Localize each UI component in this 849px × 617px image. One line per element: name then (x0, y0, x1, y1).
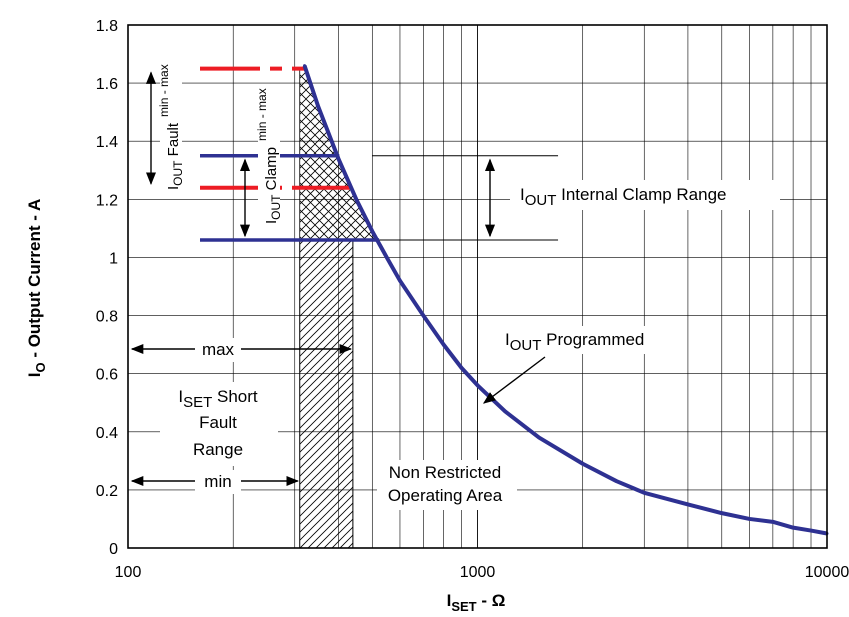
x-tick-label: 10000 (805, 564, 849, 581)
data-point (354, 197, 358, 201)
arrows (130, 71, 546, 487)
plot-frame (127, 24, 828, 549)
data-point (686, 502, 690, 506)
x-tick-labels: 100 1000 10000 (115, 564, 849, 581)
y-axis-title: IO - Output Current - A (25, 199, 48, 378)
data-point (581, 462, 585, 466)
label-non-restricted-2: Operating Area (388, 486, 503, 505)
y-tick-label: 0.4 (96, 425, 118, 442)
data-point (720, 511, 724, 515)
data-point (809, 529, 813, 533)
label-background (160, 50, 182, 190)
y-tick-label: 1.2 (96, 192, 118, 209)
data-point (460, 366, 464, 370)
clamp-range-lines (372, 155, 559, 241)
y-tick-labels: 0 0.2 0.4 0.6 0.8 1 1.2 1.4 1.6 1.8 (96, 18, 118, 558)
data-point (421, 314, 425, 318)
label-max: max (202, 340, 235, 359)
data-point (316, 104, 320, 108)
data-point (642, 491, 646, 495)
data-point (442, 343, 446, 347)
y-tick-label: 0.8 (96, 309, 118, 326)
label-short-fault-line2: Fault (199, 413, 237, 432)
label-background (195, 338, 241, 362)
data-point (747, 517, 751, 521)
y-tick-label: 0 (109, 541, 118, 558)
data-point (791, 526, 795, 530)
data-point (503, 409, 507, 413)
label-short-fault: ISET Short (178, 387, 258, 411)
label-clamp-range: IOUT Internal Clamp Range (520, 185, 727, 209)
label-background (195, 470, 241, 494)
programmed-pointer-arrow (482, 356, 546, 404)
data-point (336, 157, 340, 161)
data-point (370, 229, 374, 233)
data-point (771, 520, 775, 524)
label-background (500, 326, 678, 354)
label-background (510, 180, 780, 210)
data-point (385, 255, 389, 259)
label-fault-range: IOUT Faultmin - max (157, 64, 185, 190)
label-background (377, 460, 517, 510)
label-min: min (204, 472, 231, 491)
short-fault-hatch (299, 240, 353, 548)
x-tick-label: 100 (115, 564, 142, 581)
label-short-fault-line3: Range (193, 440, 243, 459)
label-background (258, 90, 280, 230)
label-programmed: IOUT Programmed (505, 330, 644, 354)
label-clamp-minmax: IOUT Clampmin - max (255, 88, 283, 224)
label-background (160, 382, 278, 466)
y-tick-label: 0.2 (96, 483, 118, 500)
data-point (537, 436, 541, 440)
data-point (476, 383, 479, 387)
x-axis-title: ISET - Ω (447, 591, 506, 614)
y-tick-label: 1 (109, 250, 118, 267)
x-tick-label: 1000 (460, 564, 496, 581)
data-point (398, 279, 402, 283)
y-tick-label: 0.6 (96, 367, 118, 384)
label-non-restricted-1: Non Restricted (389, 463, 501, 482)
y-tick-label: 1.6 (96, 76, 118, 93)
y-tick-label: 1.4 (96, 134, 118, 151)
data-point (303, 64, 307, 68)
data-point (615, 479, 619, 483)
y-tick-label: 1.8 (96, 18, 118, 35)
